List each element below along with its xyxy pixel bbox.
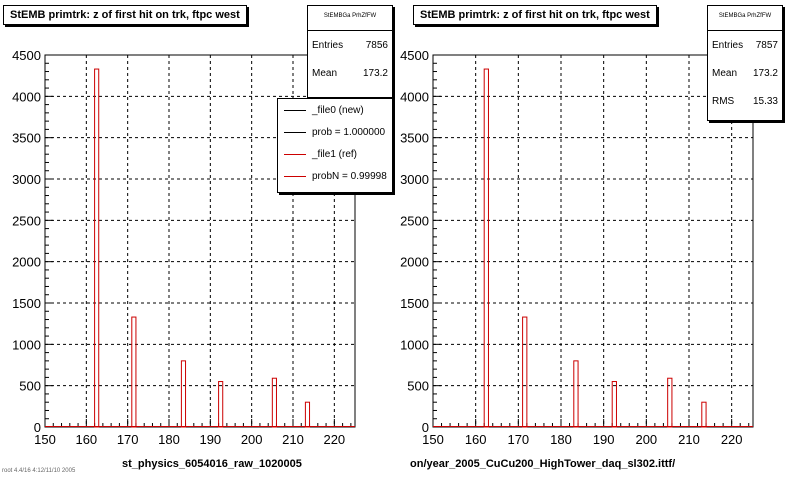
panel-2-title: StEMB primtrk: z of first hit on trk, ft… [413,5,657,25]
y-tick-label: 0 [422,420,429,435]
y-tick-label: 4000 [12,89,41,104]
stats-value: 173.2 [752,67,778,79]
legend-line-icon [284,109,306,111]
stats-value: 7856 [365,39,388,51]
panel-2-stats-box: StEMBGa PrhZfFW Entries 7857 Mean 173.2 … [707,5,783,121]
x-tick-label: 170 [507,432,529,447]
histogram-bar [522,316,528,428]
legend-label: prob = 1.000000 [312,126,386,138]
y-tick-label: 2000 [400,255,429,270]
stats-value: 7857 [755,39,778,51]
histogram-bar [611,381,617,428]
histogram-bar [667,377,673,428]
y-tick-label: 3000 [400,172,429,187]
panel-1-title: StEMB primtrk: z of first hit on trk, ft… [3,5,247,25]
x-tick-label: 180 [158,432,180,447]
x-tick-label: 210 [678,432,700,447]
y-tick-label: 3500 [12,131,41,146]
stats-row: Mean 173.2 [708,59,782,87]
panel-1-filename: st_physics_6054016_raw_1020005 [122,458,302,470]
y-tick-label: 1500 [12,296,41,311]
y-tick-label: 2500 [400,213,429,228]
stats-label: Mean [712,67,738,79]
stats-name: StEMBGa PrhZfFW [708,6,782,31]
legend-label: probN = 0.99998 [312,170,387,182]
y-tick-label: 3500 [400,131,429,146]
y-tick-label: 500 [19,379,41,394]
x-tick-label: 190 [199,432,221,447]
legend-line-icon [284,153,306,155]
plot-frame [432,54,754,428]
x-tick-label: 200 [635,432,657,447]
legend-label: _file0 (new) [312,104,364,116]
x-tick-label: 220 [721,432,743,447]
stats-label: Mean [312,67,338,79]
x-tick-label: 180 [550,432,572,447]
legend-entry: probN = 0.99998 [278,165,392,187]
x-tick-label: 160 [465,432,487,447]
y-tick-label: 1000 [12,337,41,352]
stats-row: RMS 15.33 [708,87,782,115]
legend-label: _file1 (ref) [312,148,358,160]
stats-label: RMS [712,95,735,107]
legend-line-icon [284,175,306,177]
stats-label: Entries [312,39,344,51]
y-tick-label: 2500 [12,213,41,228]
panel-1-stats-box: StEMBGa PrhZfFW Entries 7856 Mean 173.2 [307,5,393,98]
histogram-bar [94,68,100,428]
y-tick-label: 4000 [400,89,429,104]
histogram-bar [483,68,489,428]
x-tick-label: 220 [323,432,345,447]
panel-2-filename: on/year_2005_CuCu200_HighTower_daq_sl302… [410,458,676,470]
histogram-bar [271,377,277,428]
stats-value: 15.33 [752,95,778,107]
legend-entry: _file1 (ref) [278,143,392,165]
legend-entry: prob = 1.000000 [278,121,392,143]
y-tick-label: 3000 [12,172,41,187]
y-tick-label: 0 [34,420,41,435]
panel-1-legend: _file0 (new) prob = 1.000000 _file1 (ref… [277,98,393,193]
x-tick-label: 170 [117,432,139,447]
histogram-bar [304,401,311,428]
y-tick-label: 1000 [400,337,429,352]
histogram-bar [131,316,137,428]
stats-label: Entries [712,39,744,51]
stats-value: 173.2 [362,67,388,79]
legend-entry: _file0 (new) [278,99,392,121]
x-tick-label: 190 [593,432,615,447]
stats-name: StEMBGa PrhZfFW [308,6,392,31]
legend-line-icon [284,131,306,133]
y-tick-label: 2000 [12,255,41,270]
y-tick-label: 4500 [400,48,429,63]
x-tick-label: 150 [422,432,444,447]
stats-row: Mean 173.2 [308,59,392,87]
histogram-bar [180,360,187,428]
histogram-bar [701,401,707,428]
y-tick-label: 1500 [400,296,429,311]
footer-text: root 4.4/16 4:12/11/10 2005 [2,468,76,474]
x-tick-label: 200 [241,432,263,447]
x-tick-label: 160 [75,432,97,447]
histogram-bar [573,360,579,428]
y-tick-label: 4500 [12,48,41,63]
stats-row: Entries 7857 [708,31,782,59]
x-tick-label: 150 [34,432,56,447]
x-tick-label: 210 [282,432,304,447]
histogram-bar [218,381,224,428]
y-tick-label: 500 [407,379,429,394]
stats-row: Entries 7856 [308,31,392,59]
